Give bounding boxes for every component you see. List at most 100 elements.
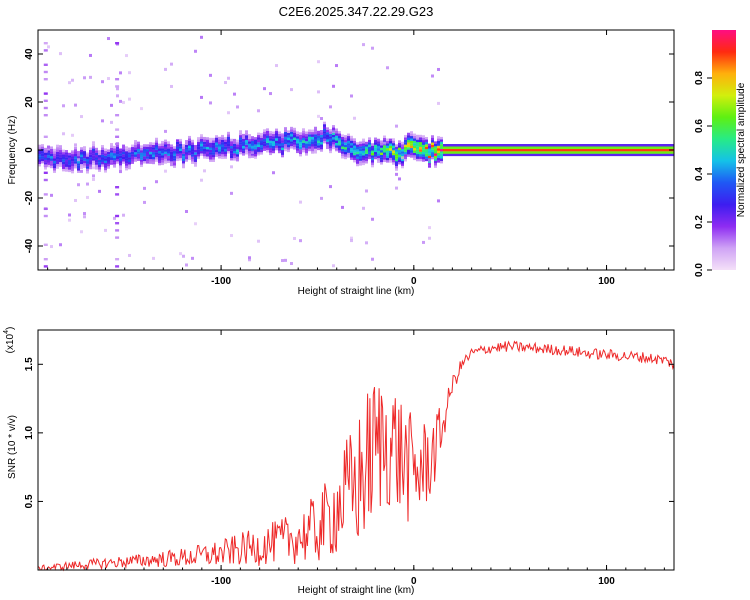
spectrogram-cell <box>587 146 590 149</box>
spectrogram-cell <box>650 144 653 147</box>
spectrogram-cell <box>374 144 377 148</box>
spectrogram-cell <box>551 144 554 147</box>
spectrogram-cell <box>74 161 77 164</box>
spectrogram-cell <box>164 141 167 145</box>
spectrogram-speckle <box>116 87 119 91</box>
spectrogram-cell <box>500 153 503 157</box>
spectrogram-cell <box>59 161 62 165</box>
spectrogram-cell <box>293 144 296 148</box>
spectrogram-cell <box>266 147 269 151</box>
spectrogram-cell <box>44 155 47 158</box>
spectrogram-cell <box>266 149 269 153</box>
spectrogram-cell <box>578 148 581 152</box>
spectrogram-burst-cell <box>115 236 120 239</box>
spectrogram-cell <box>251 145 254 149</box>
spectrogram-speckle <box>50 193 53 197</box>
spectrogram-cell <box>248 146 251 149</box>
spectrogram-cell <box>443 148 446 152</box>
spectrogram-cell <box>446 151 449 154</box>
spectrogram-cell <box>74 156 77 159</box>
spectrogram-cell <box>200 148 203 152</box>
spectrogram-cell <box>92 155 95 159</box>
spectrogram-cell <box>167 153 170 156</box>
spectrogram-cell <box>656 148 659 152</box>
spectrogram-cell <box>101 161 104 165</box>
spectrogram-cell <box>614 148 617 152</box>
spectrogram-cell <box>365 158 368 162</box>
spectrogram-cell <box>119 153 122 156</box>
spectrogram-cell <box>518 153 521 157</box>
spectrogram-cell <box>236 142 239 145</box>
spectrogram-cell <box>602 151 605 154</box>
spectrogram-cell <box>149 151 152 155</box>
spectrogram-cell <box>197 149 200 152</box>
spectrogram-cell <box>407 144 410 148</box>
spectrogram-cell <box>350 138 353 141</box>
spectrogram-cell <box>551 151 554 154</box>
spectrogram-cell <box>602 146 605 149</box>
spectrogram-cell <box>200 153 203 156</box>
spectrogram-speckle <box>395 172 398 176</box>
spectrogram-speckle <box>74 143 77 147</box>
spectrogram-cell <box>110 162 113 165</box>
spectrogram-cell <box>641 151 644 154</box>
spectrogram-cell <box>605 151 608 154</box>
spectrogram-cell <box>491 146 494 149</box>
spectrogram-cell <box>341 148 344 152</box>
spectrogram-cell <box>176 141 179 145</box>
spectrogram-cell <box>224 146 227 150</box>
spectrogram-cell <box>335 140 338 143</box>
spectrogram-burst-cell <box>115 222 120 225</box>
spectrogram-cell <box>167 160 170 164</box>
spectrogram-cell <box>83 158 86 161</box>
spectrogram-burst-cell <box>115 42 120 45</box>
spectrogram-cell <box>56 147 59 150</box>
spectrogram-burst-cell <box>43 99 48 102</box>
spectrogram-cell <box>482 153 485 157</box>
spectrogram-cell <box>176 156 179 159</box>
spectrogram-cell <box>455 151 458 154</box>
spectrogram-cell <box>476 151 479 154</box>
spectrogram-cell <box>563 153 566 157</box>
spectrogram-cell <box>341 151 344 154</box>
spectrogram-cell <box>518 146 521 149</box>
spectrogram-cell <box>266 135 269 139</box>
spectrogram-cell <box>263 143 266 147</box>
spectrogram-cell <box>512 153 515 157</box>
spectrogram-cell <box>344 144 347 148</box>
spectrogram-cell <box>323 124 326 127</box>
spectrogram-cell <box>560 148 563 152</box>
spectrogram-cell <box>353 157 356 161</box>
spectrogram-cell <box>431 152 434 155</box>
spectrogram-cell <box>596 144 599 147</box>
spectrogram-cell <box>590 146 593 149</box>
spectrogram-cell <box>251 138 254 142</box>
spectrogram-cell <box>338 135 341 139</box>
spectrogram-cell <box>191 149 194 152</box>
spectrogram-cell <box>233 143 236 147</box>
spectrogram-cell <box>176 158 179 162</box>
spectrogram-cell <box>146 144 149 147</box>
spectrogram-cell <box>293 134 296 138</box>
spectrogram-cell <box>260 149 263 153</box>
spectrogram-cell <box>65 169 68 172</box>
spectrogram-speckle <box>86 182 89 186</box>
spectrogram-cell <box>38 163 41 167</box>
spectrogram-cell <box>272 148 275 151</box>
spectrogram-speckle <box>329 185 332 189</box>
spectrogram-cell <box>455 144 458 147</box>
spectrogram-cell <box>380 142 383 146</box>
spectrogram-cell <box>362 160 365 163</box>
spectrogram-cell <box>641 153 644 157</box>
spectrogram-cell <box>92 160 95 164</box>
spectrogram-cell <box>194 161 197 165</box>
spectrogram-cell <box>416 146 419 150</box>
spectrogram-cell <box>524 151 527 154</box>
spectrogram-cell <box>212 137 215 141</box>
spectrogram-cell <box>335 135 338 139</box>
spectrogram-cell <box>581 153 584 157</box>
spectrogram-cell <box>566 153 569 157</box>
spectrogram-speckle <box>155 180 158 184</box>
spectrogram-speckle <box>437 199 440 203</box>
spectrogram-cell <box>113 155 116 158</box>
